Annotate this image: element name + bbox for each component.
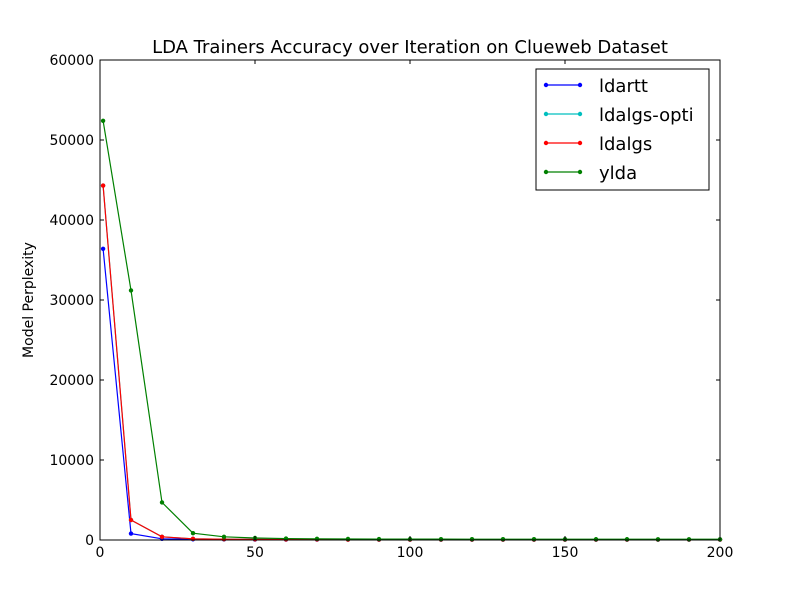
data-point xyxy=(655,537,661,542)
legend-label: ldartt xyxy=(599,76,648,97)
data-point xyxy=(593,537,599,542)
legend-marker xyxy=(543,111,549,117)
series-ldalgs xyxy=(100,183,723,542)
y-tick-label: 30000 xyxy=(49,293,94,309)
x-tick-label: 0 xyxy=(96,545,105,561)
legend-marker xyxy=(577,140,583,146)
data-point xyxy=(500,537,506,542)
legend-entry: ldartt xyxy=(543,76,648,97)
data-point xyxy=(128,531,134,536)
ticks-layer: 0 50 100 150 200 0 10000 20000 30000 40000 50000 60… xyxy=(49,53,733,561)
data-point xyxy=(159,534,165,539)
y-tick-label: 50000 xyxy=(49,133,94,149)
y-axis-label: Model Perplexity xyxy=(21,242,37,358)
legend-marker xyxy=(543,82,549,88)
chart-title: LDA Trainers Accuracy over Iteration on … xyxy=(152,37,668,58)
data-point xyxy=(100,183,106,188)
series-line xyxy=(102,185,720,541)
series-ldalgs-opti xyxy=(100,183,723,542)
data-point xyxy=(159,500,165,505)
data-point xyxy=(100,118,106,124)
y-tick-label: 20000 xyxy=(49,373,94,389)
data-point xyxy=(128,288,134,293)
x-tick-label: 200 xyxy=(707,545,734,561)
data-point xyxy=(376,536,382,542)
data-point xyxy=(438,536,444,542)
y-tick-label: 10000 xyxy=(49,453,94,469)
data-point xyxy=(128,517,134,523)
x-tick-label: 150 xyxy=(552,545,579,561)
data-point xyxy=(100,246,106,251)
legend-label: ldalgs-opti xyxy=(599,105,694,126)
x-tick-label: 100 xyxy=(397,545,424,561)
series-line xyxy=(102,185,720,541)
legend-label: ylda xyxy=(599,163,637,184)
legend-marker xyxy=(577,111,583,117)
data-point xyxy=(469,537,475,542)
data-point xyxy=(221,534,227,539)
legend-entry: ldalgs xyxy=(543,134,652,155)
legend-frame xyxy=(535,68,710,191)
series-ldartt xyxy=(100,246,723,542)
legend-marker xyxy=(543,169,549,175)
series-line xyxy=(102,248,720,541)
data-point xyxy=(531,537,537,542)
legend-marker xyxy=(577,82,583,88)
data-point xyxy=(624,537,630,542)
y-tick-label: 40000 xyxy=(49,213,94,229)
legend-entry: ldalgs-opti xyxy=(543,105,694,126)
y-tick-label: 0 xyxy=(85,533,94,549)
y-tick-label: 60000 xyxy=(49,53,94,69)
legend-entry: ylda xyxy=(543,163,637,184)
legend: ldartt ldalgs-opti ldalgs ylda xyxy=(535,68,710,191)
x-tick-label: 50 xyxy=(246,545,264,561)
legend-marker xyxy=(543,140,549,146)
legend-marker xyxy=(577,169,583,175)
plot-frame xyxy=(99,59,721,541)
legend-label: ldalgs xyxy=(599,134,652,155)
data-point xyxy=(190,531,196,536)
data-point xyxy=(686,537,692,542)
